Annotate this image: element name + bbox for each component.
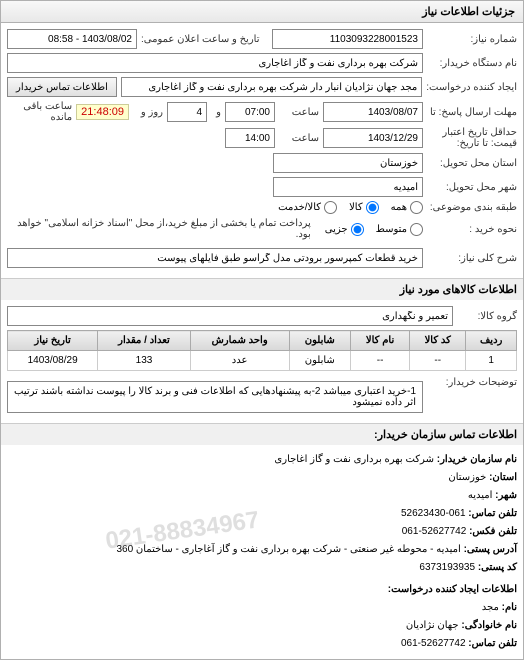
c-name-label: نام: — [502, 602, 517, 613]
requester-label: ایجاد کننده درخواست: — [426, 82, 517, 93]
province-input[interactable] — [273, 153, 423, 173]
radio-mid-input[interactable] — [410, 223, 423, 236]
cell-row: 1 — [466, 351, 517, 371]
province-label: استان محل تحویل: — [427, 158, 517, 169]
goods-header: اطلاعات کالاهای مورد نیاز — [1, 278, 523, 300]
radio-all[interactable]: همه — [391, 201, 423, 214]
contact-header: اطلاعات تماس سازمان خریدار: — [1, 423, 523, 445]
announce-label: تاریخ و ساعت اعلان عمومی: — [141, 34, 260, 45]
col-qty: تعداد / مقدار — [98, 331, 191, 351]
col-name: نام کالا — [351, 331, 410, 351]
group-label: گروه کالا: — [457, 311, 517, 322]
time-label-1: ساعت — [279, 107, 319, 118]
c-lastname-label: نام خانوادگی: — [461, 620, 517, 631]
radio-goods[interactable]: کالا — [349, 201, 379, 214]
goods-table: ردیف کد کالا نام کالا شابلون واحد شمارش … — [7, 330, 517, 371]
c-cphone-value: 52627742-061 — [401, 638, 466, 649]
panel-title: جزئیات اطلاعات نیاز — [1, 1, 523, 23]
radio-all-label: همه — [391, 202, 407, 213]
general-title-label: شرح کلی نیاز: — [427, 253, 517, 264]
days-input[interactable] — [167, 102, 207, 122]
buyer-org-label: نام دستگاه خریدار: — [427, 58, 517, 69]
purchase-type-label: نحوه خرید : — [427, 224, 517, 235]
days-label: روز و — [133, 107, 163, 118]
and-label: و — [211, 107, 221, 118]
deadline-time-input[interactable] — [225, 102, 275, 122]
c-fax-label: تلفن فکس: — [469, 526, 517, 537]
deadline-label: مهلت ارسال پاسخ: تا — [427, 107, 517, 118]
c-city-value: امیدیه — [468, 490, 493, 501]
valid-date-input[interactable] — [323, 128, 423, 148]
c-postal-value: 6373193935 — [419, 562, 475, 573]
c-province-value: خوزستان — [448, 472, 486, 483]
purchase-note: پرداخت تمام یا بخشی از مبلغ خرید،از محل … — [7, 218, 311, 240]
creator-header: اطلاعات ایجاد کننده درخواست: — [7, 581, 517, 599]
c-lastname-value: جهان نژادیان — [406, 620, 459, 631]
radio-mid-label: متوسط — [376, 224, 407, 235]
c-city-label: شهر: — [495, 490, 517, 501]
radio-service-input[interactable] — [324, 201, 337, 214]
remaining-time: 21:48:09 — [76, 104, 129, 120]
col-code: کد کالا — [410, 331, 466, 351]
radio-all-input[interactable] — [410, 201, 423, 214]
requester-input[interactable] — [121, 77, 422, 97]
city-input[interactable] — [273, 177, 423, 197]
cell-code: -- — [410, 351, 466, 371]
col-row: ردیف — [466, 331, 517, 351]
radio-partial-input[interactable] — [351, 223, 364, 236]
c-address-value: امیدیه - محوطه غیر صنعتی - شرکت بهره برد… — [116, 544, 460, 555]
buyer-org-input[interactable] — [7, 53, 423, 73]
form-section: شماره نیاز: تاریخ و ساعت اعلان عمومی: نا… — [1, 23, 523, 278]
purchase-radios: متوسط جزیی — [325, 223, 423, 236]
c-org-label: نام سازمان خریدار: — [437, 454, 517, 465]
c-address-label: آدرس پستی: — [464, 544, 517, 555]
cell-template: شابلون — [289, 351, 351, 371]
radio-service[interactable]: کالا/خدمت — [278, 201, 337, 214]
contact-info-button[interactable]: اطلاعات تماس خریدار — [7, 77, 117, 97]
buyer-notes-box: 1-خرید اعتباری میباشد 2-به پیشنهادهایی ک… — [7, 381, 423, 413]
cell-date: 1403/08/29 — [8, 351, 98, 371]
min-valid-label: حداقل تاریخ اعتبار قیمت: تا تاریخ: — [427, 127, 517, 149]
buyer-notes-label: توضیحات خریدار: — [427, 377, 517, 388]
category-radios: همه کالا کالا/خدمت — [278, 201, 423, 214]
radio-partial[interactable]: جزیی — [325, 223, 364, 236]
remaining-label: ساعت باقی مانده — [7, 101, 72, 123]
cell-qty: 133 — [98, 351, 191, 371]
c-province-label: استان: — [489, 472, 517, 483]
category-label: طبقه بندی موضوعی: — [427, 202, 517, 213]
cell-name: -- — [351, 351, 410, 371]
cell-unit: عدد — [190, 351, 289, 371]
radio-service-label: کالا/خدمت — [278, 202, 321, 213]
radio-partial-label: جزیی — [325, 224, 348, 235]
c-fax-value: 52627742-061 — [402, 526, 467, 537]
c-phone-value: 061-52623430 — [401, 508, 466, 519]
c-org-value: شرکت بهره برداری نفت و گاز اغاجاری — [274, 454, 434, 465]
details-panel: جزئیات اطلاعات نیاز شماره نیاز: تاریخ و … — [0, 0, 524, 660]
radio-goods-input[interactable] — [366, 201, 379, 214]
general-title-input[interactable] — [7, 248, 423, 268]
c-name-value: مجد — [482, 602, 499, 613]
c-postal-label: کد پستی: — [478, 562, 517, 573]
group-input[interactable] — [7, 306, 453, 326]
table-header-row: ردیف کد کالا نام کالا شابلون واحد شمارش … — [8, 331, 517, 351]
col-date: تاریخ نیاز — [8, 331, 98, 351]
need-number-label: شماره نیاز: — [427, 34, 517, 45]
min-valid-text1: حداقل تاریخ اعتبار — [442, 127, 517, 138]
c-phone-label: تلفن تماس: — [468, 508, 517, 519]
col-template: شابلون — [289, 331, 351, 351]
col-unit: واحد شمارش — [190, 331, 289, 351]
table-row[interactable]: 1 -- -- شابلون عدد 133 1403/08/29 — [8, 351, 517, 371]
deadline-date-input[interactable] — [323, 102, 423, 122]
need-number-input[interactable] — [272, 29, 424, 49]
min-valid-text2: قیمت: تا تاریخ: — [457, 138, 517, 149]
c-cphone-label: تلفن تماس: — [468, 638, 517, 649]
valid-time-input[interactable] — [225, 128, 275, 148]
radio-goods-label: کالا — [349, 202, 363, 213]
announce-input[interactable] — [7, 29, 137, 49]
radio-mid[interactable]: متوسط — [376, 223, 423, 236]
contact-section: 021-88834967 نام سازمان خریدار: شرکت بهر… — [1, 445, 523, 659]
goods-section: گروه کالا: ردیف کد کالا نام کالا شابلون … — [1, 300, 523, 423]
time-label-2: ساعت — [279, 133, 319, 144]
city-label: شهر محل تحویل: — [427, 182, 517, 193]
